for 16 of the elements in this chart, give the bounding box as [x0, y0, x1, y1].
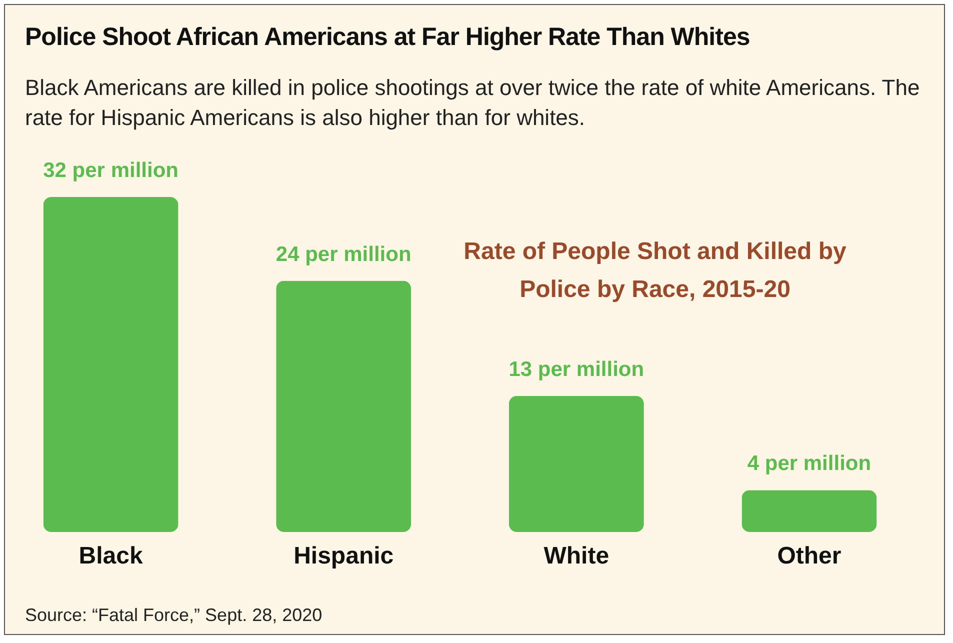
data-label: 24 per million: [276, 242, 412, 266]
chart-subtitle: Black Americans are killed in police shootings at over twice the rate of white Americans. The rate for Hispanic Americans is also higher than for whites.: [25, 74, 921, 132]
data-label: 32 per million: [43, 159, 178, 182]
source-note: Source: “Fatal Force,” Sept. 28, 2020: [25, 605, 322, 626]
annotation: Rate of People Shot and Killed by Police by Race, 2015-20: [462, 237, 848, 305]
x-tick-label: Other: [777, 542, 842, 570]
chart-title: Police Shoot African Americans at Far Higher Rate Than Whites: [25, 23, 750, 52]
bar: [508, 396, 644, 532]
x-tick-label: Black: [78, 542, 144, 570]
data-label: 13 per million: [508, 358, 644, 381]
bar: [43, 197, 178, 532]
x-tick-label: White: [544, 542, 610, 570]
bar: [742, 490, 877, 532]
data-label: 4 per million: [747, 452, 872, 476]
bar: [276, 280, 412, 532]
x-tick-label: Hispanic: [294, 542, 394, 570]
